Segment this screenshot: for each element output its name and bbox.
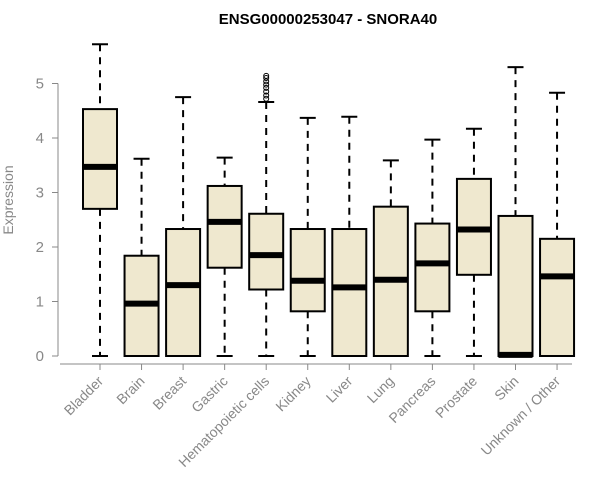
x-tick-label: Skin — [491, 373, 522, 404]
y-axis: 0 1 2 3 4 5 — [36, 76, 59, 365]
y-tick-label: 2 — [36, 239, 44, 256]
box-iqr — [206, 184, 243, 269]
box-iqr — [414, 222, 451, 313]
outlier-point — [263, 88, 270, 95]
y-tick-label: 4 — [36, 130, 44, 147]
box-hematopoietic-cells — [248, 72, 285, 357]
y-tick-label: 1 — [36, 294, 44, 311]
box-bladder — [82, 43, 118, 357]
box-skin — [497, 66, 534, 358]
outlier-point — [263, 92, 270, 99]
box-iqr — [248, 212, 285, 291]
outlier-point — [263, 81, 270, 88]
x-tick-label: Breast — [149, 373, 189, 413]
y-tick-label: 5 — [36, 76, 44, 93]
x-tick-label: Kidney — [272, 373, 314, 415]
chart-title: ENSG00000253047 - SNORA40 — [219, 11, 437, 28]
box-gastric — [206, 156, 243, 357]
box-iqr — [289, 228, 326, 313]
box-unknown-other — [539, 91, 576, 357]
outlier-point — [263, 75, 270, 82]
x-tick-label: Prostate — [432, 373, 480, 421]
x-tick-label: Bladder — [61, 373, 107, 419]
box-pancreas — [414, 138, 451, 357]
x-tick-label: Unknown / Other — [478, 373, 564, 459]
box-iqr — [82, 108, 118, 210]
x-tick-label: Lung — [364, 373, 397, 406]
box-iqr — [331, 228, 368, 357]
outlier-point — [263, 72, 270, 79]
box-prostate — [455, 127, 492, 357]
boxes-group — [82, 43, 576, 358]
box-breast — [165, 96, 202, 357]
outlier-point — [263, 84, 270, 91]
box-iqr — [165, 228, 202, 357]
x-tick-label: Liver — [323, 373, 356, 406]
outlier-point — [263, 95, 270, 102]
box-iqr — [539, 237, 576, 357]
y-tick-label: 0 — [36, 348, 44, 365]
x-tick-label: Brain — [113, 373, 147, 407]
box-iqr — [497, 214, 534, 357]
y-axis-label: Expression — [0, 165, 16, 234]
box-liver — [331, 115, 368, 357]
y-tick-label: 3 — [36, 185, 44, 202]
box-lung — [372, 159, 409, 357]
box-brain — [123, 157, 160, 357]
box-kidney — [289, 116, 326, 357]
